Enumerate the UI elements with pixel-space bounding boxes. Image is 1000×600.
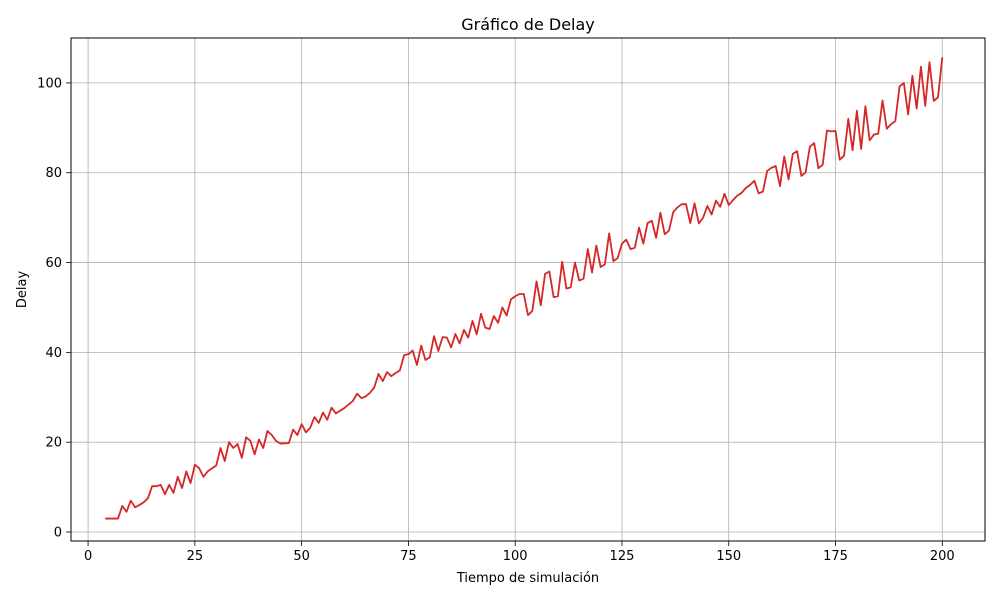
x-axis-title: Tiempo de simulación <box>456 571 599 586</box>
delay-series-line <box>105 57 944 520</box>
x-tick-label: 25 <box>187 549 204 564</box>
chart-title: Gráfico de Delay <box>461 15 595 34</box>
x-tick-label: 125 <box>610 549 635 564</box>
series-layer <box>105 57 944 520</box>
axis-ticks: 0 25 50 75 100 125 150 175 200 0 20 40 60 80 100 <box>37 76 955 564</box>
x-tick-label: 150 <box>716 549 741 564</box>
plot-frame <box>70 37 986 542</box>
x-tick-label: 50 <box>293 549 310 564</box>
y-tick-label: 100 <box>37 76 62 91</box>
grid <box>71 38 985 541</box>
y-tick-label: 0 <box>54 526 62 541</box>
y-tick-label: 80 <box>45 166 62 181</box>
y-axis-title: Delay <box>15 271 30 309</box>
y-tick-label: 40 <box>45 346 62 361</box>
x-tick-label: 175 <box>823 549 848 564</box>
x-tick-label: 0 <box>84 549 92 564</box>
x-tick-label: 100 <box>503 549 528 564</box>
x-tick-label: 75 <box>400 549 417 564</box>
y-tick-label: 60 <box>45 256 62 271</box>
y-tick-label: 20 <box>45 436 62 451</box>
x-tick-label: 200 <box>930 549 955 564</box>
